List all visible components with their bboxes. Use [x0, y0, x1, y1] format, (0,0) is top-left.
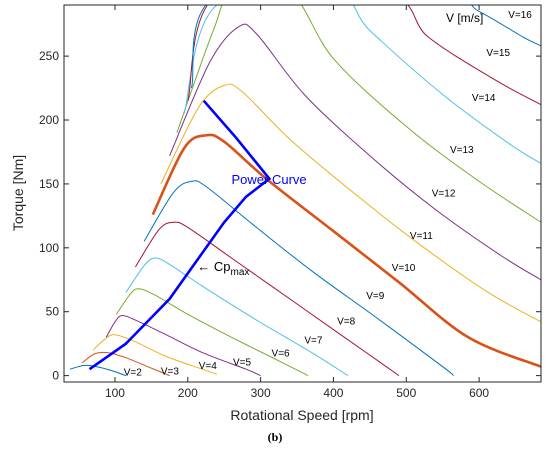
x-tick-label: 100: [105, 386, 125, 400]
series-line-v-9: [143, 180, 454, 376]
series-line-v-3: [81, 351, 170, 377]
series-line-v-2: [69, 364, 127, 377]
series-line-v-12: [169, 23, 541, 281]
cp-max-annotation: ← Cpmax: [197, 259, 249, 278]
curve-label-v-16: V=16: [508, 10, 532, 21]
series-line-v-16: [190, 5, 541, 89]
series-line-v-15: [187, 5, 541, 106]
x-tick-label: 500: [396, 386, 416, 400]
y-tick-label: 250: [39, 49, 59, 63]
x-tick-label: 400: [323, 386, 343, 400]
series-line-v-6: [115, 288, 309, 377]
series-line-v-10: [151, 133, 541, 368]
curve-label-v-8: V=8: [337, 316, 356, 327]
curve-label-v-3: V=3: [161, 366, 180, 377]
curve-label-v-9: V=9: [366, 291, 385, 302]
series-line-v-4: [92, 334, 218, 375]
series-line-v-14: [183, 5, 541, 164]
x-axis-label: Rotational Speed [rpm]: [230, 407, 373, 423]
y-tick-label: 100: [39, 241, 59, 255]
series-line-v-13: [176, 5, 541, 223]
series-line-v-8: [134, 221, 400, 377]
curve-label-v-7: V=7: [304, 336, 323, 347]
legend-title: V [m/s]: [446, 11, 483, 25]
x-tick-label: 600: [469, 386, 489, 400]
curve-label-v-5: V=5: [233, 357, 252, 368]
curve-label-v-2: V=2: [124, 368, 143, 379]
power-curve-annotation: Power Curve: [231, 172, 306, 187]
curve-label-v-14: V=14: [472, 93, 496, 104]
curve-label-v-11: V=11: [410, 231, 433, 242]
curve-label-v-13: V=13: [450, 145, 474, 156]
x-tick-label: 200: [178, 386, 198, 400]
curve-label-v-4: V=4: [199, 361, 218, 372]
figure-caption: (b): [267, 430, 283, 444]
plot-area: [63, 4, 542, 383]
power-curve-line: [88, 99, 272, 371]
y-tick-label: 150: [39, 177, 59, 191]
curve-label-v-15: V=15: [486, 48, 510, 59]
y-tick-label: 0: [52, 369, 59, 383]
curve-label-v-10: V=10: [392, 263, 416, 274]
y-axis-label: Torque [Nm]: [10, 155, 26, 231]
y-tick-label: 200: [39, 113, 59, 127]
curve-label-v-6: V=6: [272, 348, 291, 359]
series-line-v-5: [105, 314, 261, 377]
curve-label-v-12: V=12: [432, 189, 456, 200]
x-tick-label: 300: [251, 386, 271, 400]
y-tick-label: 50: [46, 305, 60, 319]
series-line-v-11: [160, 83, 541, 323]
